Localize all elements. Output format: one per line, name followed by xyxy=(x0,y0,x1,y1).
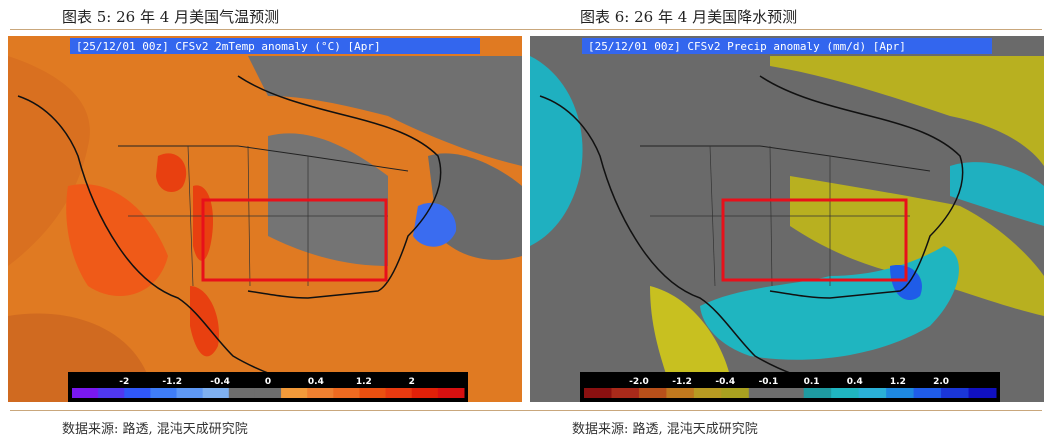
wet-anomaly-atlantic xyxy=(950,162,1044,226)
map-header-bg xyxy=(70,38,480,54)
legend-swatch xyxy=(228,388,256,398)
precipitation-anomaly-map: [25/12/01 00z] CFSv2 Precip anomaly (mm/… xyxy=(530,36,1044,402)
legend-swatch xyxy=(748,388,777,398)
legend-swatch xyxy=(968,388,997,398)
legend-tick-label: -2 xyxy=(119,377,129,387)
precipitation-legend: -2.0 -1.2 -0.4 -0.1 0.1 0.4 1.2 2.0 xyxy=(584,377,997,398)
highlight-box xyxy=(201,198,388,282)
hot-anomaly-north xyxy=(156,153,187,192)
legend-tick-label: 2 xyxy=(409,377,415,387)
legend-tick-label: 0.4 xyxy=(847,377,863,387)
legend-tick-label: -0.4 xyxy=(210,377,230,387)
east-coastline xyxy=(759,75,964,299)
legend-swatch xyxy=(333,388,360,398)
legend-swatch xyxy=(98,388,125,398)
temperature-map-svg: [25/12/01 00z] CFSv2 2mTemp anomaly (°C)… xyxy=(8,36,522,402)
legend-tick-label: -2.0 xyxy=(629,377,649,387)
legend-tick-label: -1.2 xyxy=(672,377,692,387)
canada-neutral-region xyxy=(248,56,522,166)
legend-tick-label: 0 xyxy=(265,377,271,387)
legend-swatch xyxy=(254,388,282,398)
dry-anomaly-mexico xyxy=(650,286,730,386)
legend-tick-label: 1.2 xyxy=(356,377,372,387)
cold-anomaly-east xyxy=(413,202,457,247)
legend-swatch xyxy=(941,388,970,398)
legend-swatch xyxy=(307,388,334,398)
legend-tick-label: 1.2 xyxy=(890,377,906,387)
dry-band-east xyxy=(790,176,1044,316)
legend-swatch xyxy=(72,388,99,398)
legend-tick-label: 2.0 xyxy=(933,377,949,387)
precipitation-map-svg: [25/12/01 00z] CFSv2 Precip anomaly (mm/… xyxy=(530,36,1044,402)
legend-swatch xyxy=(693,388,722,398)
legend-swatch xyxy=(124,388,151,398)
legend-swatch xyxy=(359,388,387,398)
temperature-anomaly-map: [25/12/01 00z] CFSv2 2mTemp anomaly (°C)… xyxy=(8,36,522,402)
legend-swatch xyxy=(858,388,887,398)
legend-swatch xyxy=(202,388,230,398)
legend-swatch xyxy=(411,388,439,398)
west-coastline xyxy=(17,95,309,387)
legend-tick-label: -0.4 xyxy=(715,377,735,387)
legend-swatch xyxy=(150,388,178,398)
legend-swatch xyxy=(831,388,860,398)
legend-tick-label: -1.2 xyxy=(162,377,182,387)
wet-anomaly-pacific xyxy=(530,56,583,246)
figure-title-temperature: 图表 5: 26 年 4 月美国气温预测 xyxy=(62,8,280,26)
map-header: [25/12/01 00z] CFSv2 Precip anomaly (mm/… xyxy=(588,40,906,53)
legend-tick-label: 0.1 xyxy=(804,377,820,387)
legend-swatch xyxy=(776,388,805,398)
legend-swatch xyxy=(437,388,465,398)
state-boundaries xyxy=(128,145,388,287)
legend-swatch xyxy=(281,388,308,398)
legend-swatch xyxy=(886,388,915,398)
legend-swatch xyxy=(176,388,204,398)
east-coastline xyxy=(237,75,442,299)
legend-swatch xyxy=(803,388,832,398)
temperature-legend: -2 -1.2 -0.4 0 0.4 1.2 2 xyxy=(72,377,465,398)
legend-swatch xyxy=(913,388,942,398)
state-boundaries xyxy=(650,145,910,287)
west-coastline xyxy=(539,95,831,387)
map-header: [25/12/01 00z] CFSv2 2mTemp anomaly (°C)… xyxy=(76,40,381,53)
map-header-bg xyxy=(582,38,992,54)
source-note-precipitation: 数据来源: 路透, 混沌天成研究院 xyxy=(572,422,758,437)
legend-swatch xyxy=(666,388,695,398)
legend-swatch xyxy=(721,388,750,398)
source-note-temperature: 数据来源: 路透, 混沌天成研究院 xyxy=(62,422,248,437)
figure-title-precipitation: 图表 6: 26 年 4 月美国降水预测 xyxy=(580,8,798,26)
bottom-divider xyxy=(10,410,1042,411)
top-divider xyxy=(10,29,1042,30)
legend-swatch xyxy=(584,388,612,398)
dry-band-canada xyxy=(770,56,1044,166)
us-canada-border xyxy=(640,145,931,172)
highlight-box xyxy=(721,198,908,282)
legend-tick-label: 0.4 xyxy=(308,377,324,387)
pacific-region xyxy=(8,56,90,266)
legend-swatch xyxy=(638,388,667,398)
us-canada-border xyxy=(118,145,409,172)
warm-anomaly-west xyxy=(66,184,168,296)
legend-tick-label: -0.1 xyxy=(759,377,779,387)
legend-swatch xyxy=(611,388,640,398)
legend-swatch xyxy=(385,388,413,398)
hot-anomaly-mexico xyxy=(190,286,219,357)
